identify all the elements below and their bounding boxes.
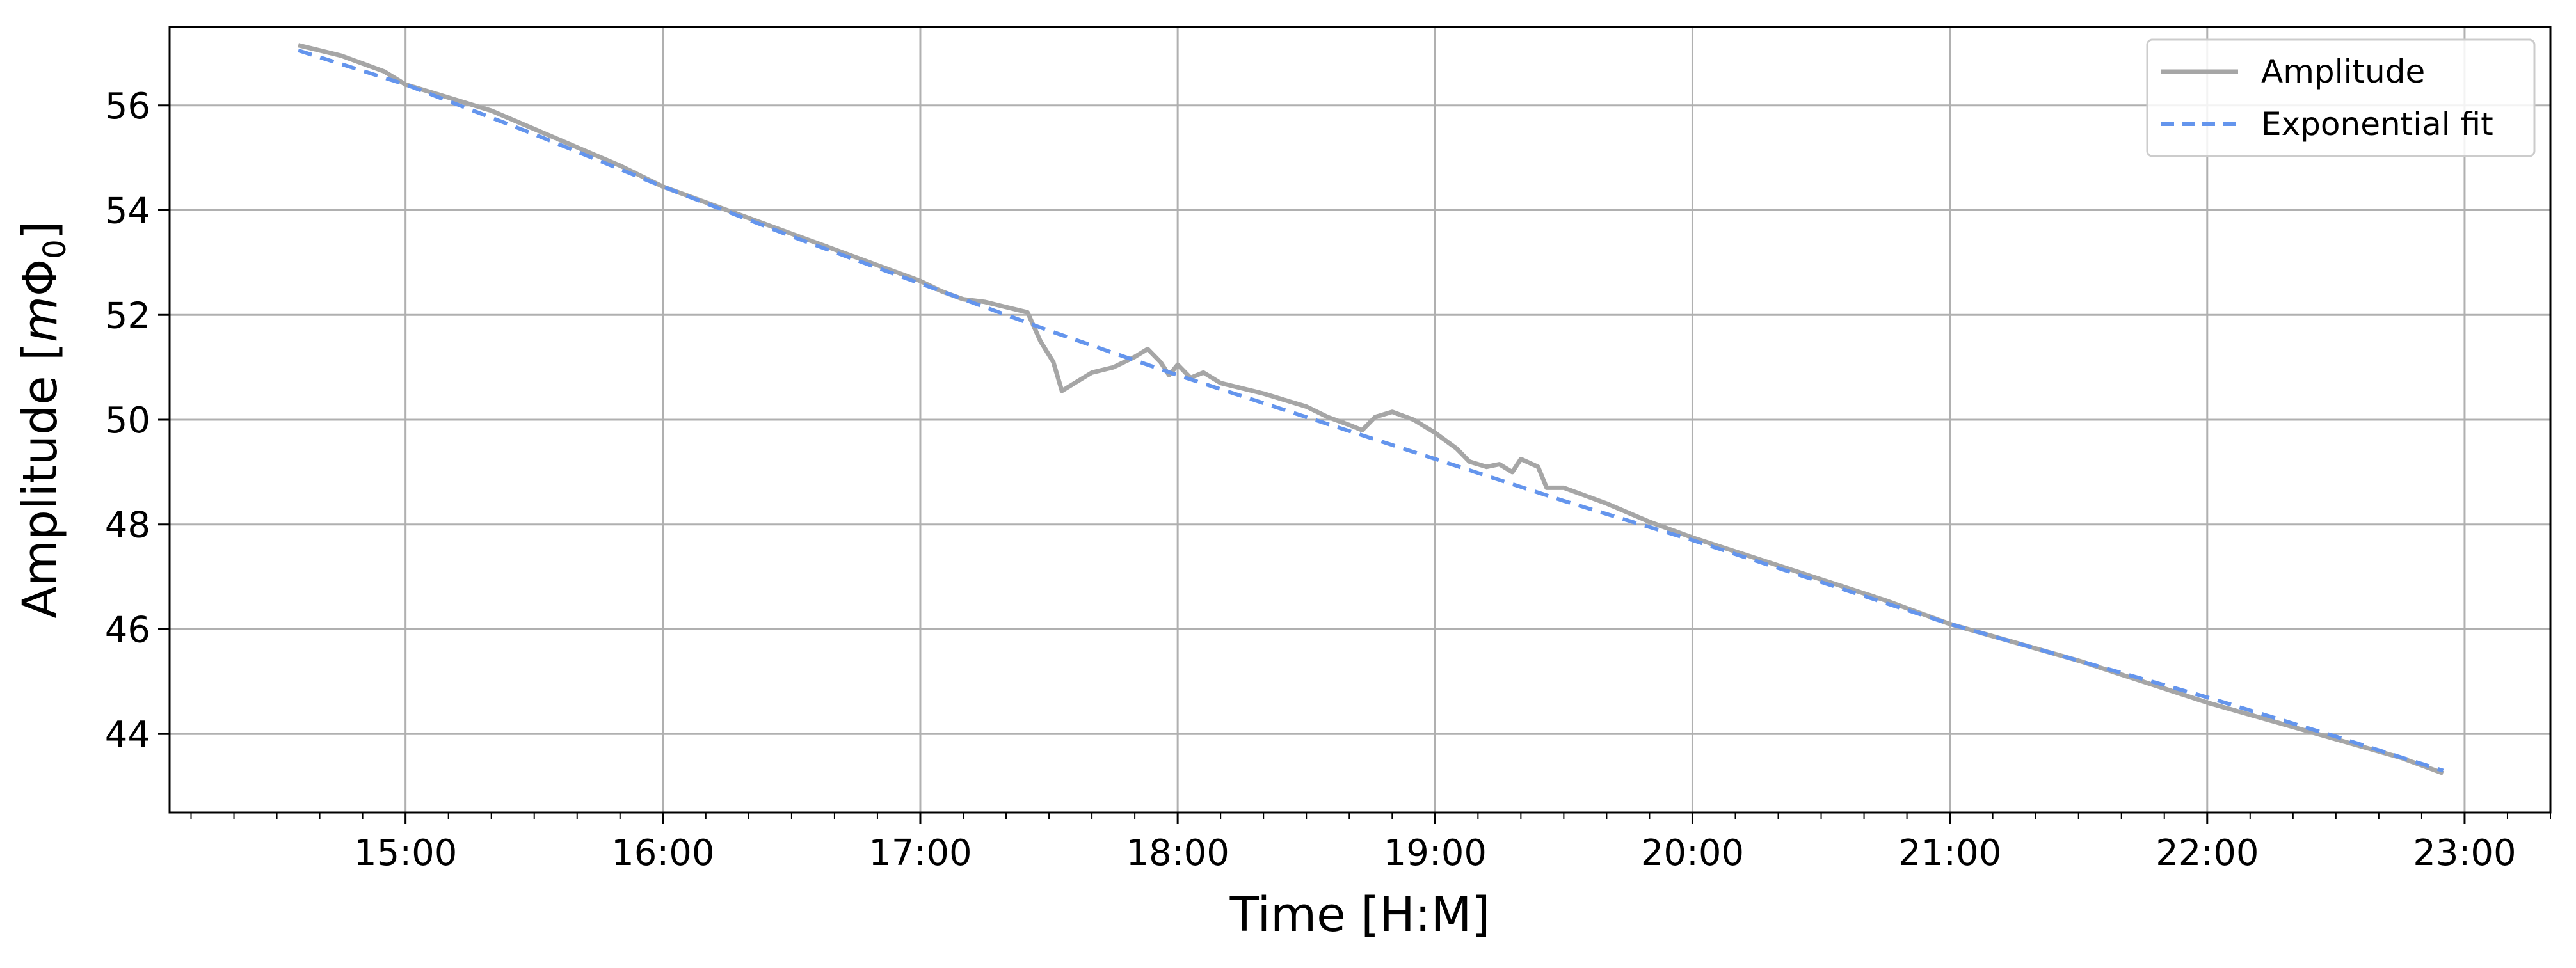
y-axis-title-main: Amplitude [: [13, 342, 68, 619]
legend-label-amplitude: Amplitude: [2261, 53, 2425, 90]
y-tick-label: 44: [105, 714, 150, 756]
y-tick-label: 56: [105, 86, 150, 127]
y-tick-label: 50: [105, 400, 150, 441]
x-axis-title: Time [H:M]: [1229, 887, 1491, 942]
y-axis-title: Amplitude [mΦ0]: [13, 221, 73, 618]
y-axis-title-subscript: 0: [37, 239, 73, 259]
y-axis-title-m: m: [13, 296, 68, 342]
x-tick-label: 19:00: [1384, 832, 1487, 874]
y-tick-label: 54: [105, 191, 150, 232]
y-axis-title-phi: Φ: [13, 259, 68, 296]
x-tick-label: 20:00: [1641, 832, 1744, 874]
legend-box: [2146, 38, 2536, 157]
y-tick-label: 48: [105, 505, 150, 546]
x-tick-label: 18:00: [1126, 832, 1229, 874]
grid-lines: [170, 27, 2550, 813]
y-tick-label: 46: [105, 609, 150, 651]
x-tick-label: 22:00: [2156, 832, 2259, 874]
exponential-fit-line: [298, 48, 2444, 773]
amplitude-line: [298, 43, 2444, 775]
x-tick-label: 21:00: [1898, 832, 2001, 874]
y-tick-label: 52: [105, 295, 150, 337]
x-tick-label: 16:00: [611, 832, 714, 874]
axis-ticks: 15:00 16:00 17:00 18:00 19:00 20:00 21:00 22:00…: [105, 86, 2551, 874]
series-layer: [298, 43, 2444, 775]
legend: Amplitude Exponential fit: [2146, 38, 2536, 157]
x-tick-label: 17:00: [868, 832, 972, 874]
x-tick-label: 23:00: [2413, 832, 2516, 874]
x-tick-label: 15:00: [354, 832, 457, 874]
y-axis-title-close: ]: [13, 221, 68, 239]
legend-label-exponential-fit: Exponential fit: [2261, 106, 2493, 143]
